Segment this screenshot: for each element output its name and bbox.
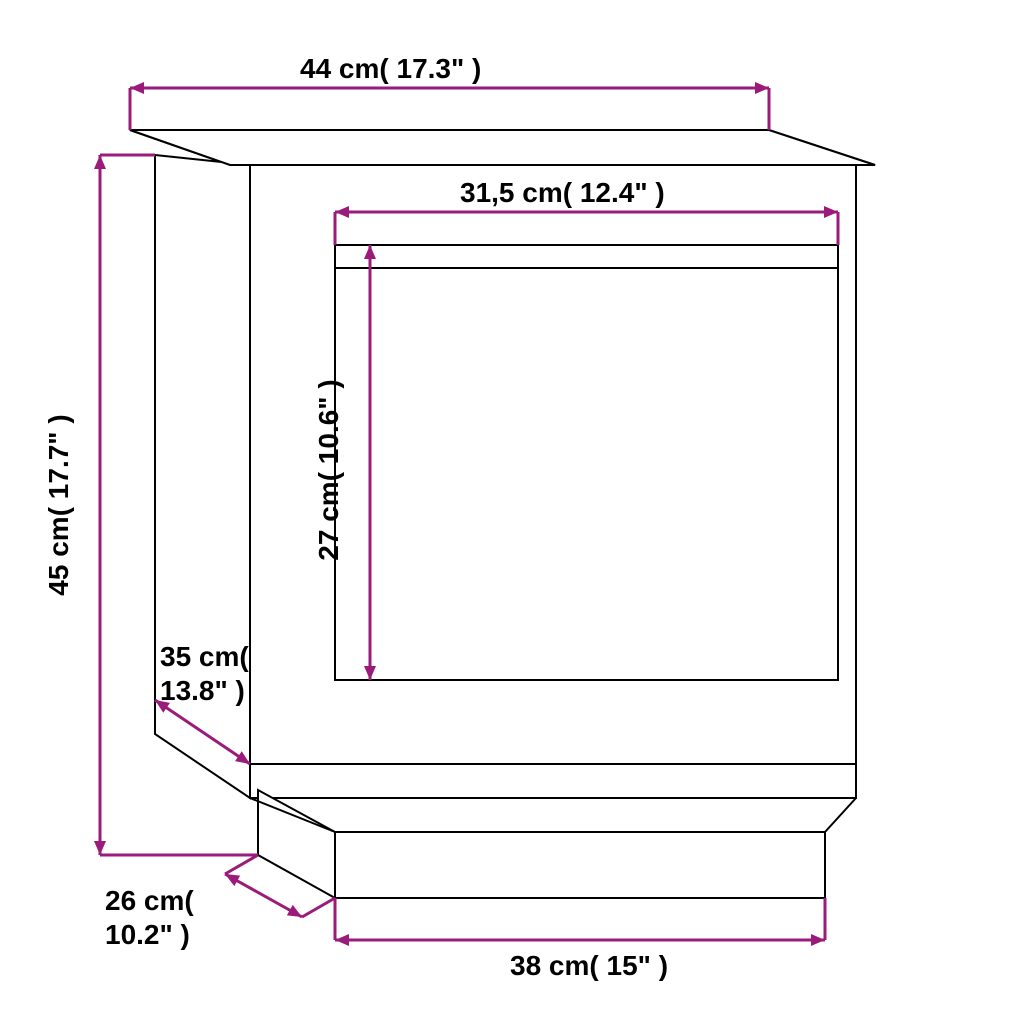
dimension-label: 31,5 cm( 12.4" ) <box>460 177 665 208</box>
dimension-label: 44 cm( 17.3" ) <box>300 53 481 84</box>
dimension-label-part: 13.8" ) <box>160 675 245 706</box>
dimension-label-part: 35 cm( <box>160 641 249 672</box>
dimension-label: 27 cm( 10.6" ) <box>313 379 344 560</box>
dimension-label-part: 10.2" ) <box>105 919 190 950</box>
dimension-label-part: 26 cm( <box>105 885 194 916</box>
cabinet-plinth <box>335 832 825 898</box>
dimension-label: 38 cm( 15" ) <box>510 950 668 981</box>
cabinet-door <box>335 245 838 680</box>
dimension-label: 45 cm( 17.7" ) <box>43 414 74 595</box>
dimension-diagram: 44 cm( 17.3" ) 31,5 cm( 12.4" ) 45 cm( 17.… <box>0 0 1024 1024</box>
